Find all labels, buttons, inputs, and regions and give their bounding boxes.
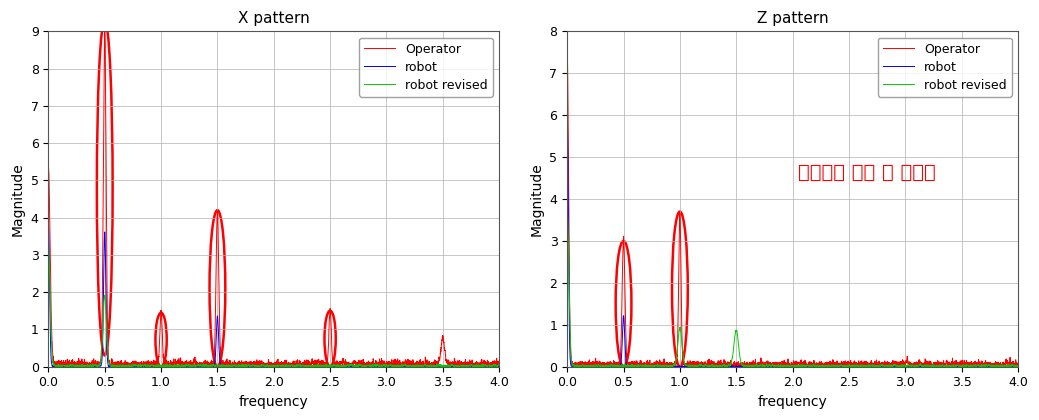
- Operator: [376, 364, 389, 369]
- Operator: [99, 25, 111, 30]
- Line: Operator: Operator: [49, 27, 499, 367]
- Operator: [750, 362, 763, 368]
- robot: [457, 363, 470, 368]
- Title: X pattern: X pattern: [238, 11, 310, 26]
- Line: Operator: Operator: [567, 55, 1018, 367]
- robot revised: [775, 363, 788, 368]
- Operator: [232, 362, 244, 367]
- robot revised: [888, 363, 901, 368]
- Operator: [235, 363, 247, 368]
- Line: robot revised: robot revised: [49, 247, 499, 367]
- robot: [232, 363, 244, 368]
- Operator: [610, 364, 622, 369]
- Legend: Operator, robot, robot revised: Operator, robot, robot revised: [359, 38, 492, 97]
- robot revised: [998, 364, 1011, 369]
- robot: [989, 364, 1002, 369]
- Operator: [561, 52, 574, 58]
- Y-axis label: Magnitude: Magnitude: [11, 162, 25, 236]
- robot revised: [492, 362, 505, 368]
- X-axis label: frequency: frequency: [757, 395, 827, 409]
- robot revised: [1012, 364, 1024, 369]
- robot revised: [142, 364, 155, 369]
- robot: [479, 363, 491, 368]
- robot revised: [457, 363, 470, 368]
- robot: [750, 364, 763, 369]
- Y-axis label: Magnitude: Magnitude: [530, 162, 544, 236]
- robot: [998, 364, 1011, 369]
- robot: [370, 364, 382, 369]
- robot revised: [754, 363, 767, 368]
- Operator: [775, 362, 788, 367]
- robot: [235, 364, 247, 369]
- Operator: [998, 362, 1011, 367]
- robot: [561, 113, 574, 118]
- Operator: [479, 360, 491, 365]
- Legend: Operator, robot, robot revised: Operator, robot, robot revised: [878, 38, 1012, 97]
- Operator: [43, 164, 55, 169]
- robot revised: [257, 362, 269, 367]
- robot: [492, 364, 505, 369]
- Operator: [888, 361, 901, 366]
- robot revised: [370, 364, 382, 369]
- Operator: [754, 363, 767, 368]
- robot revised: [479, 363, 491, 368]
- robot: [43, 222, 55, 227]
- Operator: [976, 360, 988, 365]
- Operator: [257, 360, 269, 365]
- robot: [257, 364, 269, 369]
- Operator: [1012, 362, 1024, 367]
- robot: [888, 364, 901, 369]
- robot revised: [232, 363, 244, 368]
- robot: [775, 364, 788, 369]
- Line: robot: robot: [567, 115, 1018, 367]
- robot revised: [561, 208, 574, 213]
- robot revised: [235, 363, 247, 368]
- Operator: [457, 362, 470, 368]
- robot revised: [976, 364, 988, 369]
- Line: robot: robot: [49, 225, 499, 367]
- robot: [176, 364, 188, 369]
- robot revised: [43, 244, 55, 249]
- robot: [754, 364, 767, 369]
- Operator: [492, 362, 505, 367]
- robot revised: [758, 364, 771, 369]
- robot revised: [750, 364, 763, 369]
- robot: [1012, 364, 1024, 369]
- Line: robot revised: robot revised: [567, 211, 1018, 367]
- robot: [976, 364, 988, 369]
- X-axis label: frequency: frequency: [239, 395, 309, 409]
- Operator: [370, 359, 382, 364]
- Text: 특징점의 패턴 점 주파수: 특징점의 패턴 점 주파수: [798, 163, 936, 182]
- Title: Z pattern: Z pattern: [756, 11, 828, 26]
